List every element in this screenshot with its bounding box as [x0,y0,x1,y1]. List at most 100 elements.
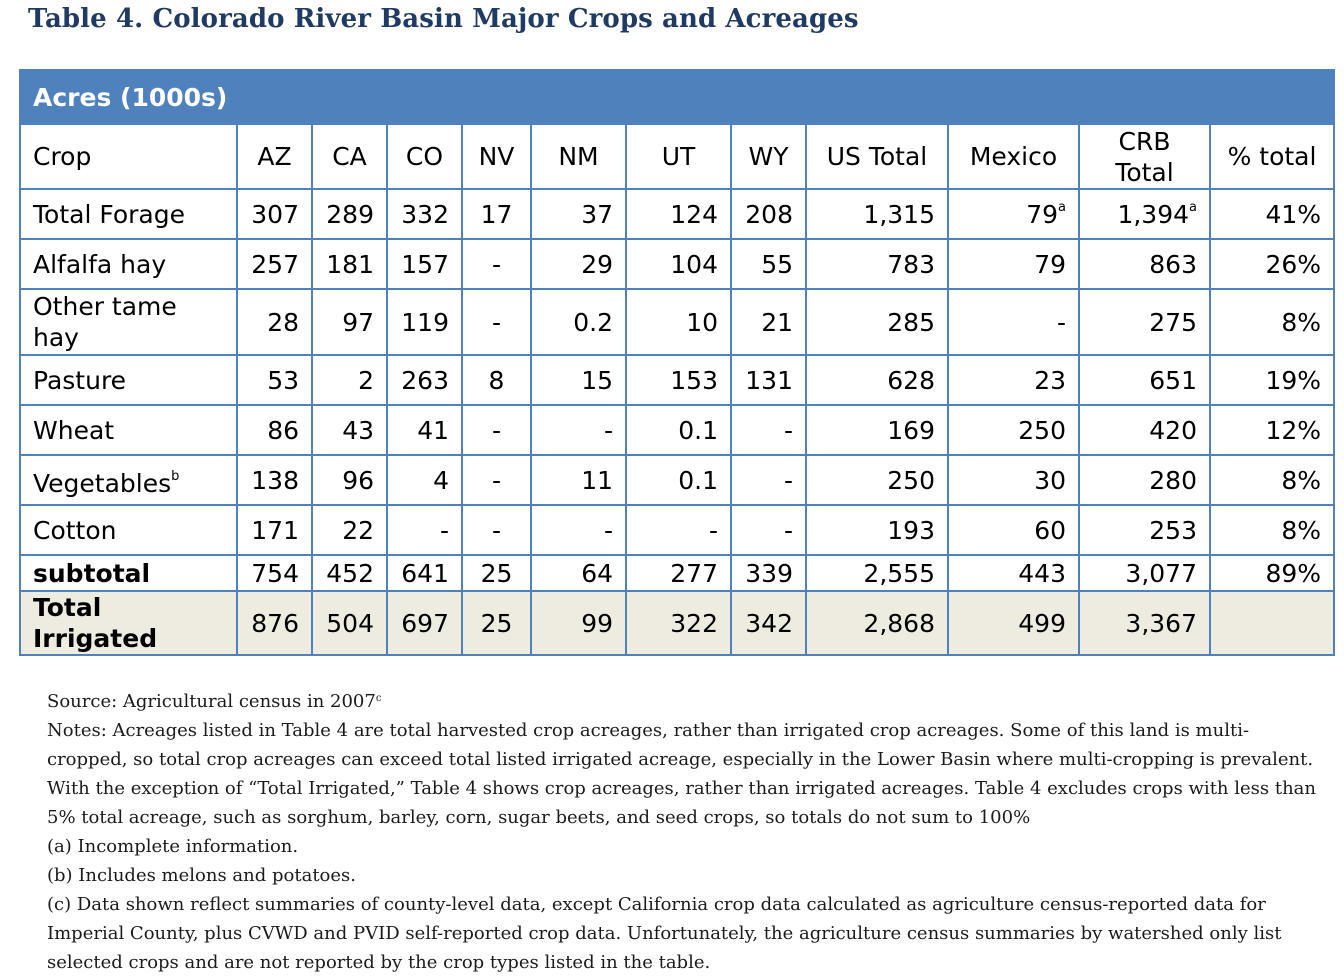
table-row: subtotal 754 452 641 25 64 277 339 2,555 443 3,077… [19,554,1336,592]
table-cell: 280 [1078,454,1211,506]
table-cell: 25 [461,590,532,656]
table-cell: 2,868 [805,590,949,656]
table-row: Wheat 86 43 41- -0.1-169 250 420 12% [19,404,1336,456]
table-cell: 628 [805,354,949,406]
table-cell: - [461,238,532,290]
table-cell: 119 [386,288,463,356]
table-cell: 43 [311,404,388,456]
table-cell: 0.1 [625,404,732,456]
col-header-crb-total: CRB Total [1078,123,1211,190]
table-cell: 8% [1208,504,1336,556]
table-cell: - [730,404,807,456]
table-cell: 19% [1208,354,1336,406]
table-row: Cotton 171 22- - - - -193 60 253 8% [19,504,1336,556]
table-cell: 257 [236,238,313,290]
table-row: Other tame hay 28 97 119-0.2 10 21 285-275 8% [19,288,1336,356]
table-cell: 754 [236,554,313,592]
col-header-co: CO [386,123,463,190]
table-cell: 8% [1208,288,1336,356]
table-cell: 641 [386,554,463,592]
table-cell: 17 [461,188,532,240]
table-cell: - [461,288,532,356]
table-cell: 2 [311,354,388,406]
table-cell: 30 [947,454,1080,506]
table-cell: 21 [730,288,807,356]
table-cell [1208,590,1336,656]
table-cell: 289 [311,188,388,240]
footnote-b: (b) Includes melons and potatoes. [47,865,356,886]
col-header-wy: WY [730,123,807,190]
table-cell: - [530,504,627,556]
table-row: Total Forage 307 289 332 17 37 124 208 1,315 79a 1… [19,188,1336,240]
table-cell: 8 [461,354,532,406]
table-cell: 342 [730,590,807,656]
table-cell: 420 [1078,404,1211,456]
col-header-us-total: US Total [805,123,949,190]
table-cell: 332 [386,188,463,240]
crop-name-cell: Wheat [19,404,238,456]
col-header-crop: Crop [19,123,238,190]
header-band-row: Acres (1000s) [18,69,1336,125]
table-cell: - [461,454,532,506]
table-cell: 11 [530,454,627,506]
table-cell: 4 [386,454,463,506]
col-header-az: AZ [236,123,313,190]
table-cell: 181 [311,238,388,290]
table-row: Total Irrigated 876 504 697 25 99 322 342 2,868 4… [19,590,1336,656]
table-cell: 250 [947,404,1080,456]
table-cell: 0.2 [530,288,627,356]
crop-name-cell: Total Forage [19,188,238,240]
table-cell: - [530,404,627,456]
table-cell: 307 [236,188,313,240]
table-cell: 443 [947,554,1080,592]
col-header-ca: CA [311,123,388,190]
crop-name-cell: Alfalfa hay [19,238,238,290]
table-cell: 339 [730,554,807,592]
table-cell: 876 [236,590,313,656]
crop-name-cell: Other tame hay [19,288,238,356]
table-cell: 275 [1078,288,1211,356]
table-cell: 138 [236,454,313,506]
table-cell: 41 [386,404,463,456]
table-cell: 253 [1078,504,1211,556]
table-cell: 53 [236,354,313,406]
table-cell: 86 [236,404,313,456]
crop-name-cell: Pasture [19,354,238,406]
crop-name-cell: subtotal [19,554,238,592]
table-cell: 504 [311,590,388,656]
table-cell: - [386,504,463,556]
table-cell: 23 [947,354,1080,406]
table-row: Vegetablesb 138 96 4-11 0.1-250 30 280 8% [19,454,1336,506]
table-row: Pasture 53 2 263 8 15 153 131 628 23 651 19% [19,354,1336,406]
table-cell: 8% [1208,454,1336,506]
table-cell: 15 [530,354,627,406]
table-cell: 208 [730,188,807,240]
table-cell: 263 [386,354,463,406]
table-cell: - [730,454,807,506]
footnote-c: (c) Data shown reflect summaries of coun… [47,894,1282,973]
table-cell: 41% [1208,188,1336,240]
table-cell: 55 [730,238,807,290]
col-header-nv: NV [461,123,532,190]
table-cell: 26% [1208,238,1336,290]
table-cell: 651 [1078,354,1211,406]
table-row: Alfalfa hay 257 181 157-29 104 55 783 79 863 26% [19,238,1336,290]
table-cell: 153 [625,354,732,406]
table-cell: 28 [236,288,313,356]
notes-block: Source: Agricultural census in 2007c Not… [47,684,1317,977]
col-header-pct-total: % total [1208,123,1336,190]
table-cell: 97 [311,288,388,356]
table-cell: 25 [461,554,532,592]
col-header-ut: UT [625,123,732,190]
table-cell: - [947,288,1080,356]
table-cell: 0.1 [625,454,732,506]
table-cell: 131 [730,354,807,406]
col-header-nm: NM [530,123,627,190]
table-cell: 169 [805,404,949,456]
crop-name-cell: Cotton [19,504,238,556]
table-cell: 277 [625,554,732,592]
table-cell: 79 [947,238,1080,290]
crops-table: Acres (1000s) Crop AZ CA CO NV NM UT WY … [18,69,1336,656]
table-cell: 10 [625,288,732,356]
table-cell: - [625,504,732,556]
